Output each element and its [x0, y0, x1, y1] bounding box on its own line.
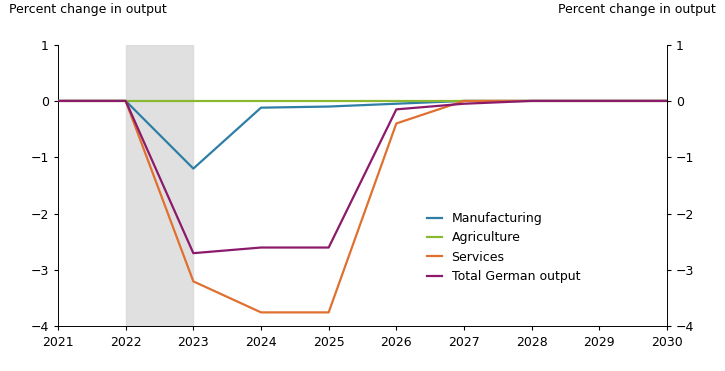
- Legend: Manufacturing, Agriculture, Services, Total German output: Manufacturing, Agriculture, Services, To…: [426, 212, 580, 283]
- Text: Percent change in output: Percent change in output: [558, 3, 716, 16]
- Text: Percent change in output: Percent change in output: [9, 3, 167, 16]
- Bar: [125, 45, 194, 326]
